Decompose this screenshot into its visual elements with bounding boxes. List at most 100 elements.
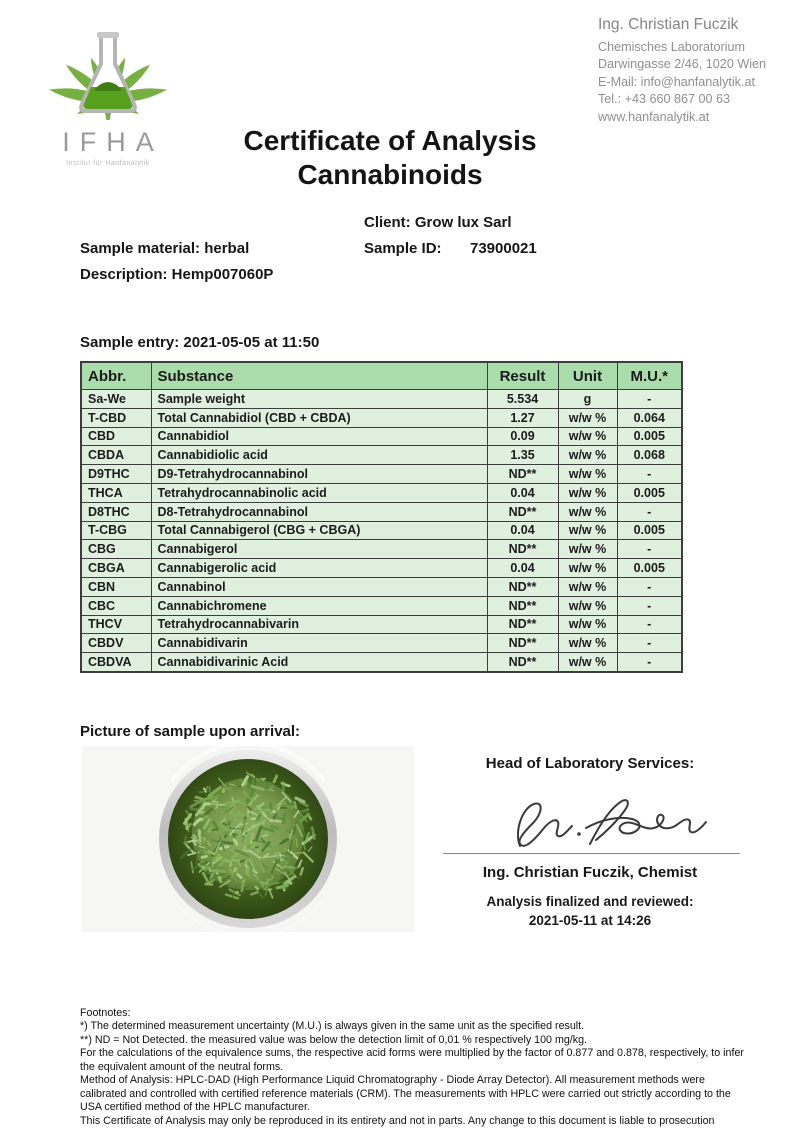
table-cell: w/w % <box>557 558 618 578</box>
table-cell: 1.27 <box>486 407 559 428</box>
table-row: CBGA Cannabigerolic acid 0.04 w/w % 0.005 <box>80 558 683 578</box>
table-cell: Tetrahydrocannabivarin <box>150 614 488 635</box>
table-cell: 0.04 <box>486 482 559 503</box>
table-row: CBDVA Cannabidivarinic Acid ND** w/w % - <box>80 652 683 673</box>
table-cell: Cannabidivarin <box>150 633 488 654</box>
table-cell: 0.005 <box>616 520 683 541</box>
signature-heading: Head of Laboratory Services: <box>485 755 695 772</box>
table-cell: ND** <box>486 595 559 616</box>
table-row: CBDA Cannabidiolic acid 1.35 w/w % 0.068 <box>80 445 683 466</box>
table-cell: CBDVA <box>80 652 152 673</box>
table-cell: w/w % <box>557 520 618 541</box>
table-row: CBC Cannabichromene ND** w/w % - <box>80 595 683 616</box>
table-cell: w/w % <box>557 464 618 484</box>
header-substance: Substance <box>150 361 488 390</box>
lab-logo: IFHA Institut für Hanfanalytik <box>30 12 186 167</box>
certificate-title-line2: Cannabinoids <box>297 158 483 190</box>
table-cell: CBD <box>80 426 152 447</box>
table-cell: Cannabidivarinic Acid <box>150 652 488 673</box>
table-cell: 0.005 <box>616 482 683 503</box>
footnote-line: For the calculations of the equivalence … <box>80 1047 744 1073</box>
table-cell: Sample weight <box>150 389 488 409</box>
table-cell: THCA <box>80 482 152 503</box>
client-line: Client: Grow lux Sarl <box>364 214 512 231</box>
signature-image <box>516 799 707 847</box>
table-header-row: Abbr. Substance Result Unit M.U.* <box>80 361 683 390</box>
table-cell: ND** <box>486 652 559 673</box>
table-cell: D8THC <box>80 501 152 522</box>
header-unit: Unit <box>557 361 618 390</box>
table-cell: w/w % <box>557 539 618 560</box>
table-cell: Tetrahydrocannabinolic acid <box>150 482 488 503</box>
footnote-line: *) The determined measurement uncertaint… <box>80 1020 585 1033</box>
table-row: THCV Tetrahydrocannabivarin ND** w/w % - <box>80 614 683 635</box>
lab-contact-line: Tel.: +43 660 867 00 63 <box>598 92 730 107</box>
table-cell: T-CBG <box>80 520 152 541</box>
sample-material-line: Sample material: herbal <box>80 240 250 257</box>
footnote-line: Footnotes: <box>80 1007 131 1019</box>
table-cell: - <box>616 389 683 409</box>
table-cell: - <box>616 652 683 673</box>
sample-id-value: 73900021 <box>470 240 537 257</box>
shredded-herb-texture <box>179 771 316 900</box>
table-row: CBD Cannabidiol 0.09 w/w % 0.005 <box>80 426 683 447</box>
lab-contact-line: E-Mail: info@hanfanalytik.at <box>598 74 755 89</box>
table-cell: Cannabidiol <box>150 426 488 447</box>
table-cell: w/w % <box>557 407 618 428</box>
certificate-title: Certificate of Analysis Cannabinoids <box>80 124 700 191</box>
footnote-line: **) ND = Not Detected. the measured valu… <box>80 1033 588 1046</box>
table-cell: D9THC <box>80 464 152 484</box>
table-cell: 1.35 <box>486 445 559 466</box>
table-cell: ND** <box>486 614 559 635</box>
table-cell: - <box>616 539 683 560</box>
table-cell: CBG <box>80 539 152 560</box>
header-result: Result <box>486 361 559 390</box>
table-cell: w/w % <box>557 482 618 503</box>
lab-contact-line: www.hanfanalytik.at <box>598 109 710 124</box>
table-cell: Total Cannabigerol (CBG + CBGA) <box>150 520 488 541</box>
footnote-line: This Certificate of Analysis may only be… <box>80 1114 715 1127</box>
table-cell: Cannabidiolic acid <box>150 445 488 466</box>
table-cell: - <box>616 464 683 484</box>
table-row: T-CBD Total Cannabidiol (CBD + CBDA) 1.27 w… <box>80 407 683 428</box>
table-cell: T-CBD <box>80 407 152 428</box>
lab-contact-block: Ing. Christian Fuczik Chemisches Laborat… <box>598 16 793 126</box>
table-row: D9THC D9-Tetrahydrocannabinol ND** w/w % - <box>80 464 683 484</box>
header-mu: M.U.* <box>616 361 683 390</box>
table-cell: CBN <box>80 576 152 597</box>
table-cell: w/w % <box>557 576 618 597</box>
table-cell: g <box>557 389 618 409</box>
sample-id-label: Sample ID: <box>364 240 442 257</box>
table-row: CBDV Cannabidivarin ND** w/w % - <box>80 633 683 654</box>
picture-label: Picture of sample upon arrival: <box>80 723 301 740</box>
certificate-title-line1: Certificate of Analysis <box>243 125 537 156</box>
lab-contact-name: Ing. Christian Fuczik <box>598 16 739 33</box>
table-cell: CBDV <box>80 633 152 654</box>
finalized-date: 2021-05-11 at 14:26 <box>528 913 652 928</box>
table-cell: 0.09 <box>486 426 559 447</box>
table-cell: ND** <box>486 501 559 522</box>
description-line: Description: Hemp007060P <box>80 266 274 283</box>
table-row: T-CBG Total Cannabigerol (CBG + CBGA) 0.04… <box>80 520 683 541</box>
logo-acronym: IFHA <box>62 127 164 157</box>
table-row: D8THC D8-Tetrahydrocannabinol ND** w/w % - <box>80 501 683 522</box>
sample-id-line: Sample ID: 73900021 <box>364 240 537 257</box>
table-row: THCA Tetrahydrocannabinolic acid 0.04 w/w %… <box>80 482 683 503</box>
table-cell: Cannabinol <box>150 576 488 597</box>
footnote-line: Method of Analysis: HPLC-DAD (High Perfo… <box>80 1074 731 1114</box>
table-cell: 0.04 <box>486 558 559 578</box>
signer-name: Ing. Christian Fuczik, Chemist <box>482 864 698 881</box>
footnotes: Footnotes: *) The determined measurement … <box>80 1007 748 1128</box>
table-cell: Cannabichromene <box>150 595 488 616</box>
table-cell: - <box>616 633 683 654</box>
sample-entry-line: Sample entry: 2021-05-05 at 11:50 <box>80 334 320 351</box>
results-table-body: Sa-We Sample weight 5.534 g - T-CBD Total Cann… <box>80 389 683 673</box>
table-cell: ND** <box>486 539 559 560</box>
table-cell: CBDA <box>80 445 152 466</box>
table-cell: - <box>616 576 683 597</box>
table-cell: 0.064 <box>616 407 683 428</box>
header-abbr: Abbr. <box>80 361 152 390</box>
table-cell: 5.534 <box>486 389 559 409</box>
table-cell: D9-Tetrahydrocannabinol <box>150 464 488 484</box>
table-cell: w/w % <box>557 426 618 447</box>
